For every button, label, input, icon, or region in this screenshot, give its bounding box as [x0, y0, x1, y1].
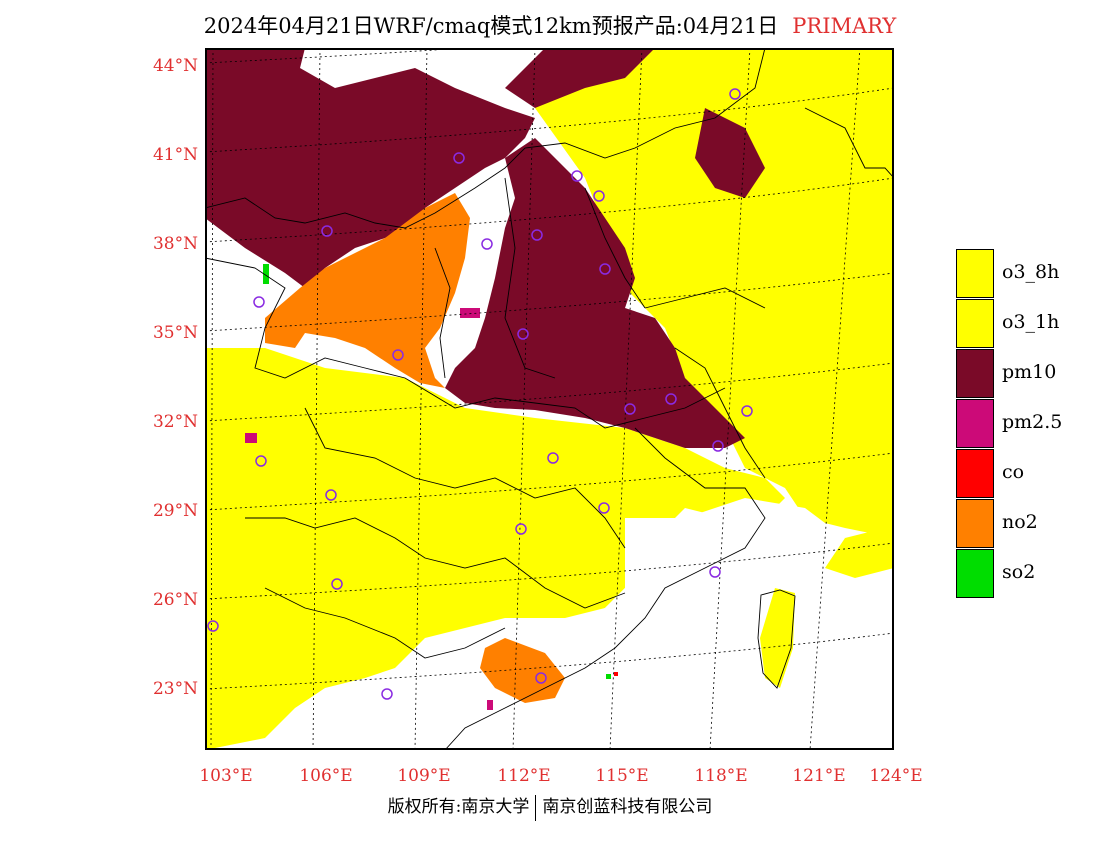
spot-pm25-3 [487, 700, 493, 710]
title-text: 2024年04月21日WRF/cmaq模式12km预报产品:04月21日 [203, 14, 779, 38]
legend-swatch [956, 299, 994, 348]
station-marker [325, 489, 337, 501]
map-panel [205, 48, 894, 750]
legend-swatch [956, 499, 994, 548]
lat-label: 26°N [152, 590, 198, 610]
station-marker [599, 263, 611, 275]
lat-label: 35°N [152, 323, 198, 343]
station-marker [729, 88, 741, 100]
station-marker [255, 455, 267, 467]
lon-label: 121°E [792, 766, 846, 786]
legend-swatch [956, 449, 994, 498]
lat-label: 29°N [152, 501, 198, 521]
station-marker [571, 170, 583, 182]
lat-label: 44°N [152, 56, 198, 76]
legend-swatch [956, 549, 994, 598]
region-pm10-north [205, 48, 535, 288]
station-marker [593, 190, 605, 202]
lon-label: 118°E [694, 766, 748, 786]
spot-pm25-2 [245, 433, 257, 443]
lon-label: 106°E [299, 766, 353, 786]
station-marker [331, 578, 343, 590]
title-tag: PRIMARY [792, 14, 897, 38]
station-marker [547, 452, 559, 464]
station-marker [531, 229, 543, 241]
station-marker [624, 403, 636, 415]
lat-label: 32°N [152, 412, 198, 432]
legend-label: so2 [1002, 561, 1036, 583]
station-markers [207, 88, 753, 700]
station-marker [517, 328, 529, 340]
map-frame-border [205, 48, 894, 750]
station-marker [598, 502, 610, 514]
spot-co-1 [614, 672, 618, 676]
lon-label: 124°E [869, 766, 923, 786]
legend-label: o3_8h [1002, 261, 1060, 283]
map-title: 2024年04月21日WRF/cmaq模式12km预报产品:04月21日 PRIM… [0, 10, 1100, 40]
region-pm10-mongolia [505, 48, 655, 108]
station-marker [392, 349, 404, 361]
legend-swatch [956, 399, 994, 448]
legend-label: o3_1h [1002, 311, 1060, 333]
station-marker [709, 566, 721, 578]
copyright-footer: 版权所有:南京大学 南京创蓝科技有限公司 [0, 792, 1100, 821]
station-marker [481, 238, 493, 250]
station-marker [207, 620, 219, 632]
region-no2-loess [285, 193, 470, 388]
graticule [205, 48, 894, 750]
lat-label: 23°N [152, 679, 198, 699]
station-marker [741, 405, 753, 417]
station-marker [253, 296, 265, 308]
region-no2-west [265, 288, 305, 348]
lon-label: 109°E [397, 766, 451, 786]
legend-label: co [1002, 461, 1025, 483]
station-marker [321, 225, 333, 237]
station-marker [665, 393, 677, 405]
region-no2-guangdong [480, 638, 565, 703]
legend-swatch [956, 249, 994, 298]
region-pm10-ne [695, 108, 765, 198]
lon-label: 103°E [199, 766, 253, 786]
spot-so2-1 [263, 264, 269, 284]
region-o3-taiwan [760, 588, 795, 688]
station-marker [381, 688, 393, 700]
region-pm10-central [445, 138, 745, 448]
copyright-right: 南京创蓝科技有限公司 [542, 797, 713, 817]
station-marker [712, 440, 724, 452]
copyright-left: 版权所有:南京大学 [387, 797, 530, 817]
borders [205, 48, 894, 750]
legend-label: pm2.5 [1002, 411, 1063, 433]
lon-label: 115°E [595, 766, 649, 786]
station-marker [535, 672, 547, 684]
lon-label: 112°E [497, 766, 551, 786]
spot-so2-2 [606, 674, 611, 679]
lat-label: 41°N [152, 145, 198, 165]
legend-swatch [956, 349, 994, 398]
lat-label: 38°N [152, 234, 198, 254]
station-marker [453, 152, 465, 164]
station-marker [515, 523, 527, 535]
legend-label: pm10 [1002, 361, 1057, 383]
legend-label: no2 [1002, 511, 1038, 533]
region-clean-south [355, 498, 845, 750]
region-o3-8h [205, 348, 785, 750]
footer-divider [535, 794, 537, 821]
spot-pm25-1 [460, 308, 480, 318]
